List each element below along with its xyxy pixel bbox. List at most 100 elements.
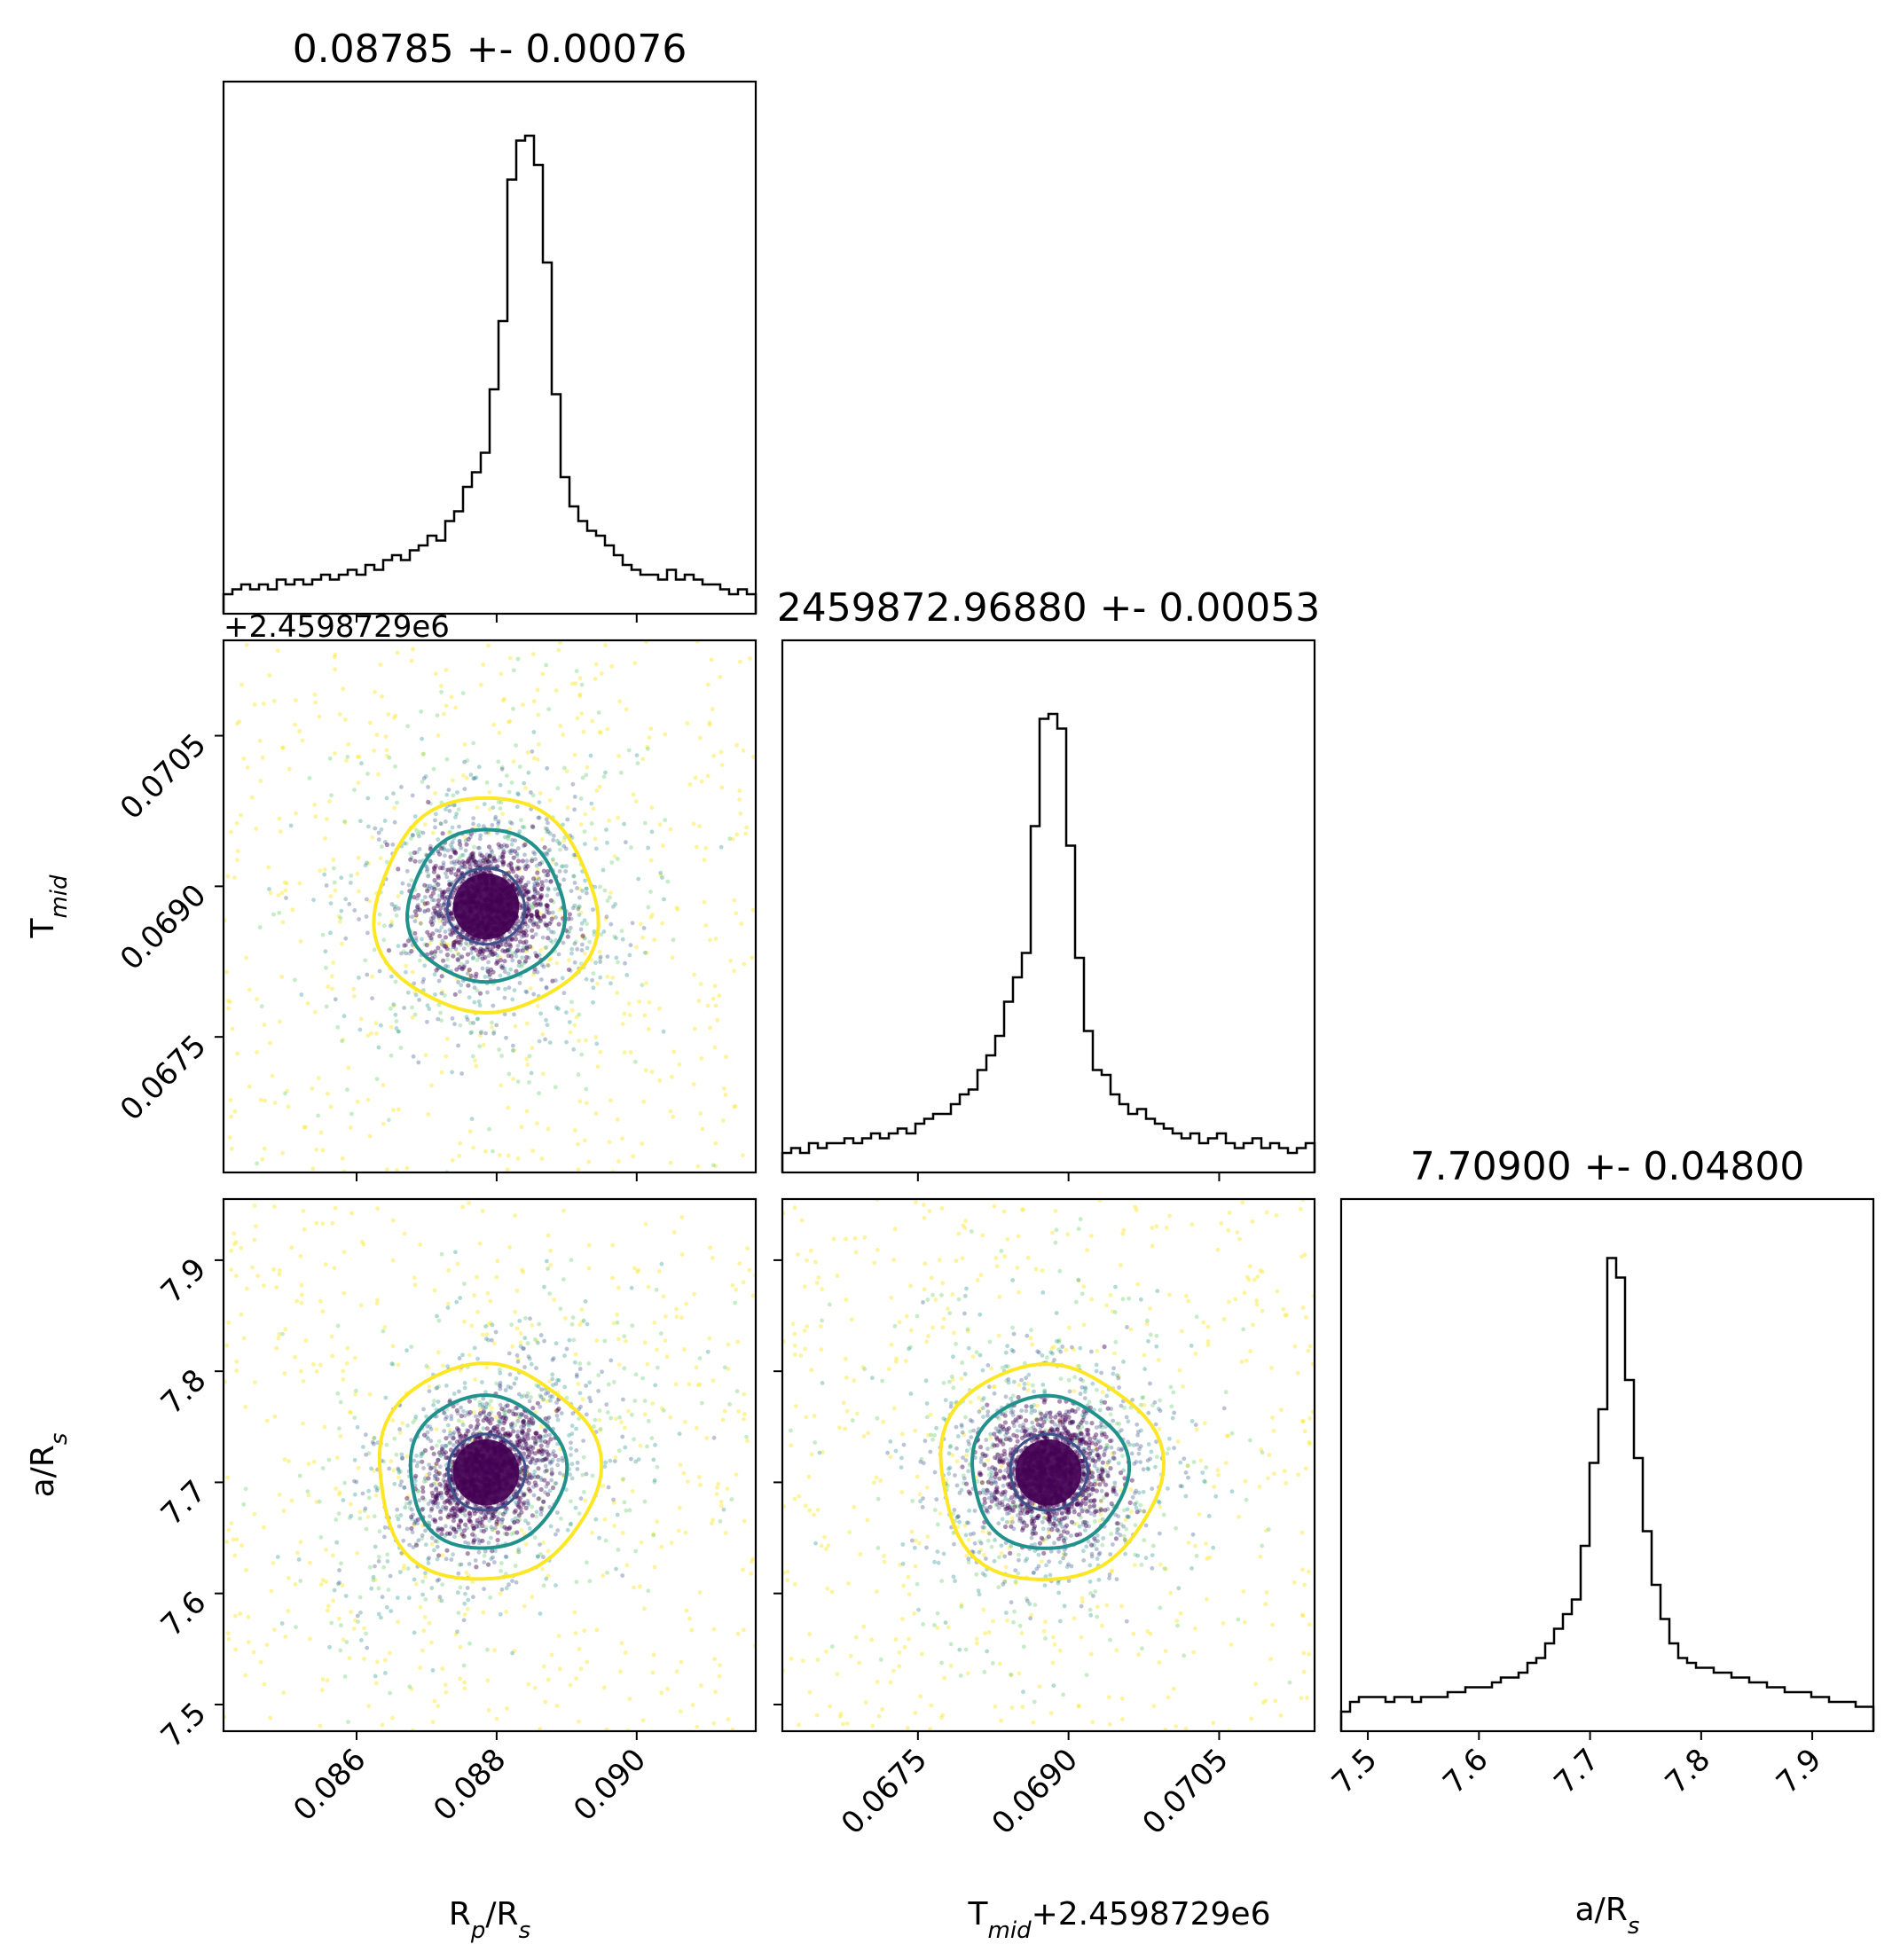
scatter-point: [442, 1410, 446, 1415]
scatter-point: [522, 1493, 527, 1498]
scatter-point: [535, 914, 541, 920]
scatter-point: [428, 1427, 434, 1431]
scatter-point: [674, 906, 679, 910]
scatter-point: [424, 943, 429, 948]
scatter-point: [448, 1498, 453, 1503]
scatter-point: [438, 1509, 444, 1515]
scatter-point: [519, 928, 524, 934]
scatter-point: [576, 1167, 581, 1172]
scatter-point: [262, 1525, 266, 1530]
scatter-point: [258, 779, 263, 783]
scatter-point: [632, 1437, 636, 1442]
scatter-point: [648, 858, 654, 863]
scatter-point: [535, 757, 540, 762]
scatter-point: [527, 1526, 532, 1531]
scatter-point: [549, 1478, 554, 1483]
scatter-point: [522, 1365, 527, 1369]
scatter-point: [579, 942, 585, 947]
scatter-point: [541, 1541, 546, 1545]
scatter-point: [404, 842, 409, 846]
scatter-point: [490, 823, 495, 827]
scatter-point: [465, 952, 471, 957]
scatter-point: [469, 858, 475, 863]
scatter-point: [598, 975, 603, 980]
scatter-point: [398, 1046, 404, 1050]
scatter-point: [525, 750, 530, 755]
scatter-point: [700, 1126, 705, 1132]
scatter-point: [541, 1457, 546, 1462]
scatter-point: [335, 1391, 341, 1396]
scatter-point: [511, 759, 516, 764]
scatter-point: [499, 1524, 505, 1529]
scatter-point: [278, 1019, 282, 1024]
scatter-point: [519, 934, 524, 939]
scatter-point: [463, 1507, 468, 1511]
scatter-point: [555, 1528, 561, 1533]
scatter-panel-rp-ars: [224, 1201, 756, 1731]
scatter-point: [434, 1427, 439, 1431]
scatter-point: [431, 865, 437, 871]
scatter-point: [497, 1510, 502, 1516]
scatter-point: [548, 1263, 554, 1267]
scatter-point: [271, 699, 277, 703]
scatter-point: [290, 907, 295, 913]
scatter-point: [654, 1287, 659, 1292]
scatter-point: [239, 812, 243, 818]
scatter-point: [278, 1268, 282, 1273]
scatter-point: [514, 1530, 520, 1535]
scatter-point: [695, 1164, 701, 1169]
scatter-point: [385, 753, 389, 758]
scatter-point: [646, 1418, 651, 1423]
scatter-point: [602, 888, 608, 893]
scatter-point: [451, 1432, 456, 1437]
scatter-point: [283, 1635, 288, 1639]
scatter-point: [497, 730, 502, 735]
scatter-point: [436, 910, 441, 915]
scatter-point: [739, 921, 744, 926]
scatter-point: [567, 1020, 572, 1024]
scatter-point: [349, 1610, 353, 1614]
scatter-point: [243, 1486, 248, 1492]
scatter-point: [668, 1160, 673, 1165]
scatter-point: [379, 1615, 383, 1620]
scatter-point: [511, 869, 516, 874]
scatter-point: [737, 797, 742, 802]
scatter-point: [516, 1511, 522, 1517]
scatter-point: [469, 1117, 475, 1121]
scatter-point: [544, 903, 549, 908]
scatter-point: [329, 974, 334, 979]
scatter-point: [522, 891, 529, 897]
scatter-point: [574, 669, 579, 673]
scatter-point: [500, 698, 506, 703]
scatter-point: [742, 961, 747, 967]
scatter-point: [440, 989, 445, 994]
scatter-point: [434, 1486, 439, 1490]
scatter-point: [255, 1274, 261, 1278]
scatter-point: [247, 1640, 251, 1645]
scatter-point: [722, 1086, 726, 1091]
scatter-point: [389, 1609, 394, 1613]
scatter-point: [433, 1500, 438, 1506]
scatter-point: [286, 1609, 291, 1613]
scatter-point: [612, 1501, 616, 1505]
scatter-point: [649, 1070, 655, 1074]
scatter-point: [444, 1490, 449, 1496]
scatter-point: [534, 1509, 539, 1515]
scatter-point: [519, 1125, 524, 1130]
scatter-point: [409, 855, 414, 860]
scatter-point: [538, 902, 543, 907]
scatter-point: [554, 862, 559, 866]
scatter-point: [437, 1453, 443, 1457]
scatter-point: [686, 1479, 690, 1484]
scatter-point: [499, 1501, 506, 1506]
scatter-point: [319, 1688, 325, 1693]
scatter-point: [274, 1285, 279, 1290]
scatter-point: [528, 1488, 533, 1494]
scatter-point: [344, 1640, 349, 1644]
scatter-point: [594, 1041, 600, 1047]
scatter-point: [573, 1352, 578, 1357]
scatter-point: [444, 1384, 449, 1388]
scatter-point: [515, 1419, 521, 1423]
scatter-point: [550, 940, 555, 945]
scatter-point: [376, 1586, 381, 1591]
